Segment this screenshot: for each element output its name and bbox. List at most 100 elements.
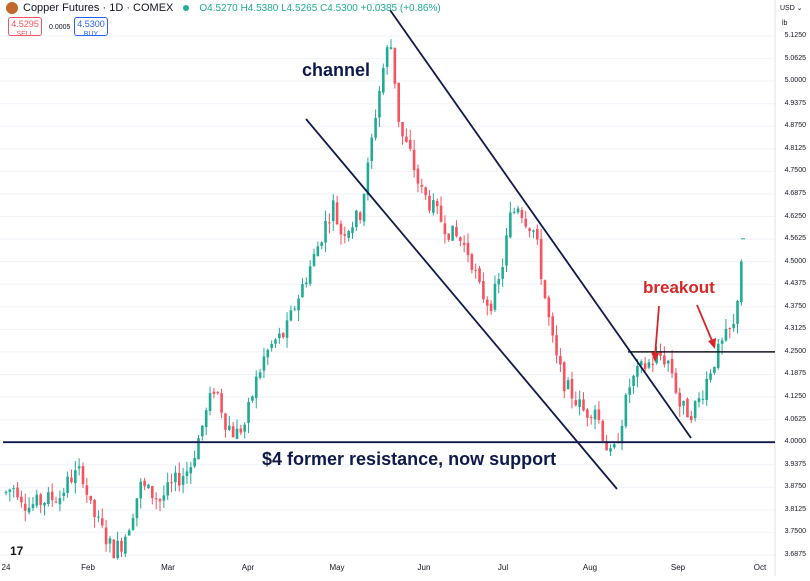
candle-body [27,507,31,513]
candle-body [520,210,524,218]
candle-body [328,222,331,224]
candle-body [455,226,458,237]
candle-body [716,343,720,368]
time-tick-label: Apr [241,563,255,572]
price-tick-label: 4.9375 [784,99,806,107]
candle-body [670,358,674,374]
candle-body [151,486,154,498]
candle-body [139,481,143,499]
candle-body [539,238,543,280]
candle-body [543,280,547,299]
candle-body [732,324,735,329]
candle-body [578,399,581,407]
candle-body [39,494,42,505]
candle-body [285,320,289,338]
candle-body [424,187,427,196]
breakout-arrow-1 [654,305,660,357]
candle-body [489,303,493,312]
candle-body [23,503,27,511]
price-tick-label: 4.1875 [784,370,806,378]
tradingview-logo: 17 [10,544,24,558]
candle-body [559,355,562,365]
candle-body [551,316,554,336]
candle-body [713,366,716,373]
candle-body [58,497,62,505]
chevron-down-icon: ⌄ [796,5,803,12]
candle-body [663,355,666,365]
candle-body [270,343,273,348]
support-annotation: $4 former resistance, now support [262,449,557,469]
candle-body [674,372,678,393]
candle-body [597,409,601,420]
candle-body [690,416,693,420]
candle-body [174,472,177,483]
candle-body [339,223,343,235]
time-tick-label: Sep [670,563,686,572]
candle-body [624,394,628,427]
candle-body [401,122,404,137]
candle-body [351,227,354,234]
candle-body [185,471,189,477]
candle-body [478,268,481,282]
candle-body [97,516,100,518]
price-tick-label: 4.3125 [784,325,806,333]
candle-body [435,201,439,207]
candle-body [412,149,416,171]
candle-body [47,492,50,504]
candle-body [216,392,220,394]
candle-body [251,396,254,401]
candle-body [505,235,508,266]
candle-body [516,208,520,213]
candle-body [324,220,327,243]
candle-body [12,488,15,490]
candle-body [693,401,697,419]
candle-body [736,300,739,324]
candle-body [728,327,732,329]
candle-body [512,211,516,213]
candle-body [509,212,512,238]
candle-body [127,530,131,536]
candle-body [135,498,139,519]
candle-body [131,518,135,530]
candle-body [370,137,374,161]
candle-body [308,266,312,284]
ohlc-values: O4.5270 H4.5380 L4.5265 C4.5300 +0.0385 … [199,3,440,14]
candle-body [235,428,239,439]
candle-body [262,356,266,371]
candle-body [355,210,358,228]
candle-body [589,416,593,418]
sell-button[interactable]: 4.5295 SELL [8,17,42,38]
candle-body [158,499,162,502]
candle-body [212,391,216,394]
candle-body [382,68,385,93]
candle-body [320,242,323,246]
candle-body [347,231,350,238]
candle-body [459,237,462,241]
price-tick-label: 4.5625 [784,235,806,243]
candle-body [397,82,400,122]
candle-series [4,39,743,560]
candle-body [497,279,501,285]
candle-body [724,328,728,341]
candle-body [408,139,412,149]
candle-body [239,428,243,433]
candle-body [81,466,85,485]
candle-body [312,254,316,266]
candle-body [720,340,724,344]
candle-body [301,284,304,298]
candle-body [709,373,712,380]
candle-body [112,539,116,559]
candle-body [43,502,46,506]
candle-body [77,466,81,469]
symbol-title[interactable]: Copper Futures · 1D · COMEX [23,2,174,14]
candle-body [666,360,670,364]
change-value: +0.0385 (+0.86%) [360,2,441,14]
candle-body [470,254,474,270]
time-tick-label: Mar [161,563,175,572]
currency-selector[interactable]: USD ⌄ [780,4,803,12]
candle-body [254,376,258,398]
candle-body [485,299,489,306]
buy-button[interactable]: 4.5300 BUY [74,17,108,38]
